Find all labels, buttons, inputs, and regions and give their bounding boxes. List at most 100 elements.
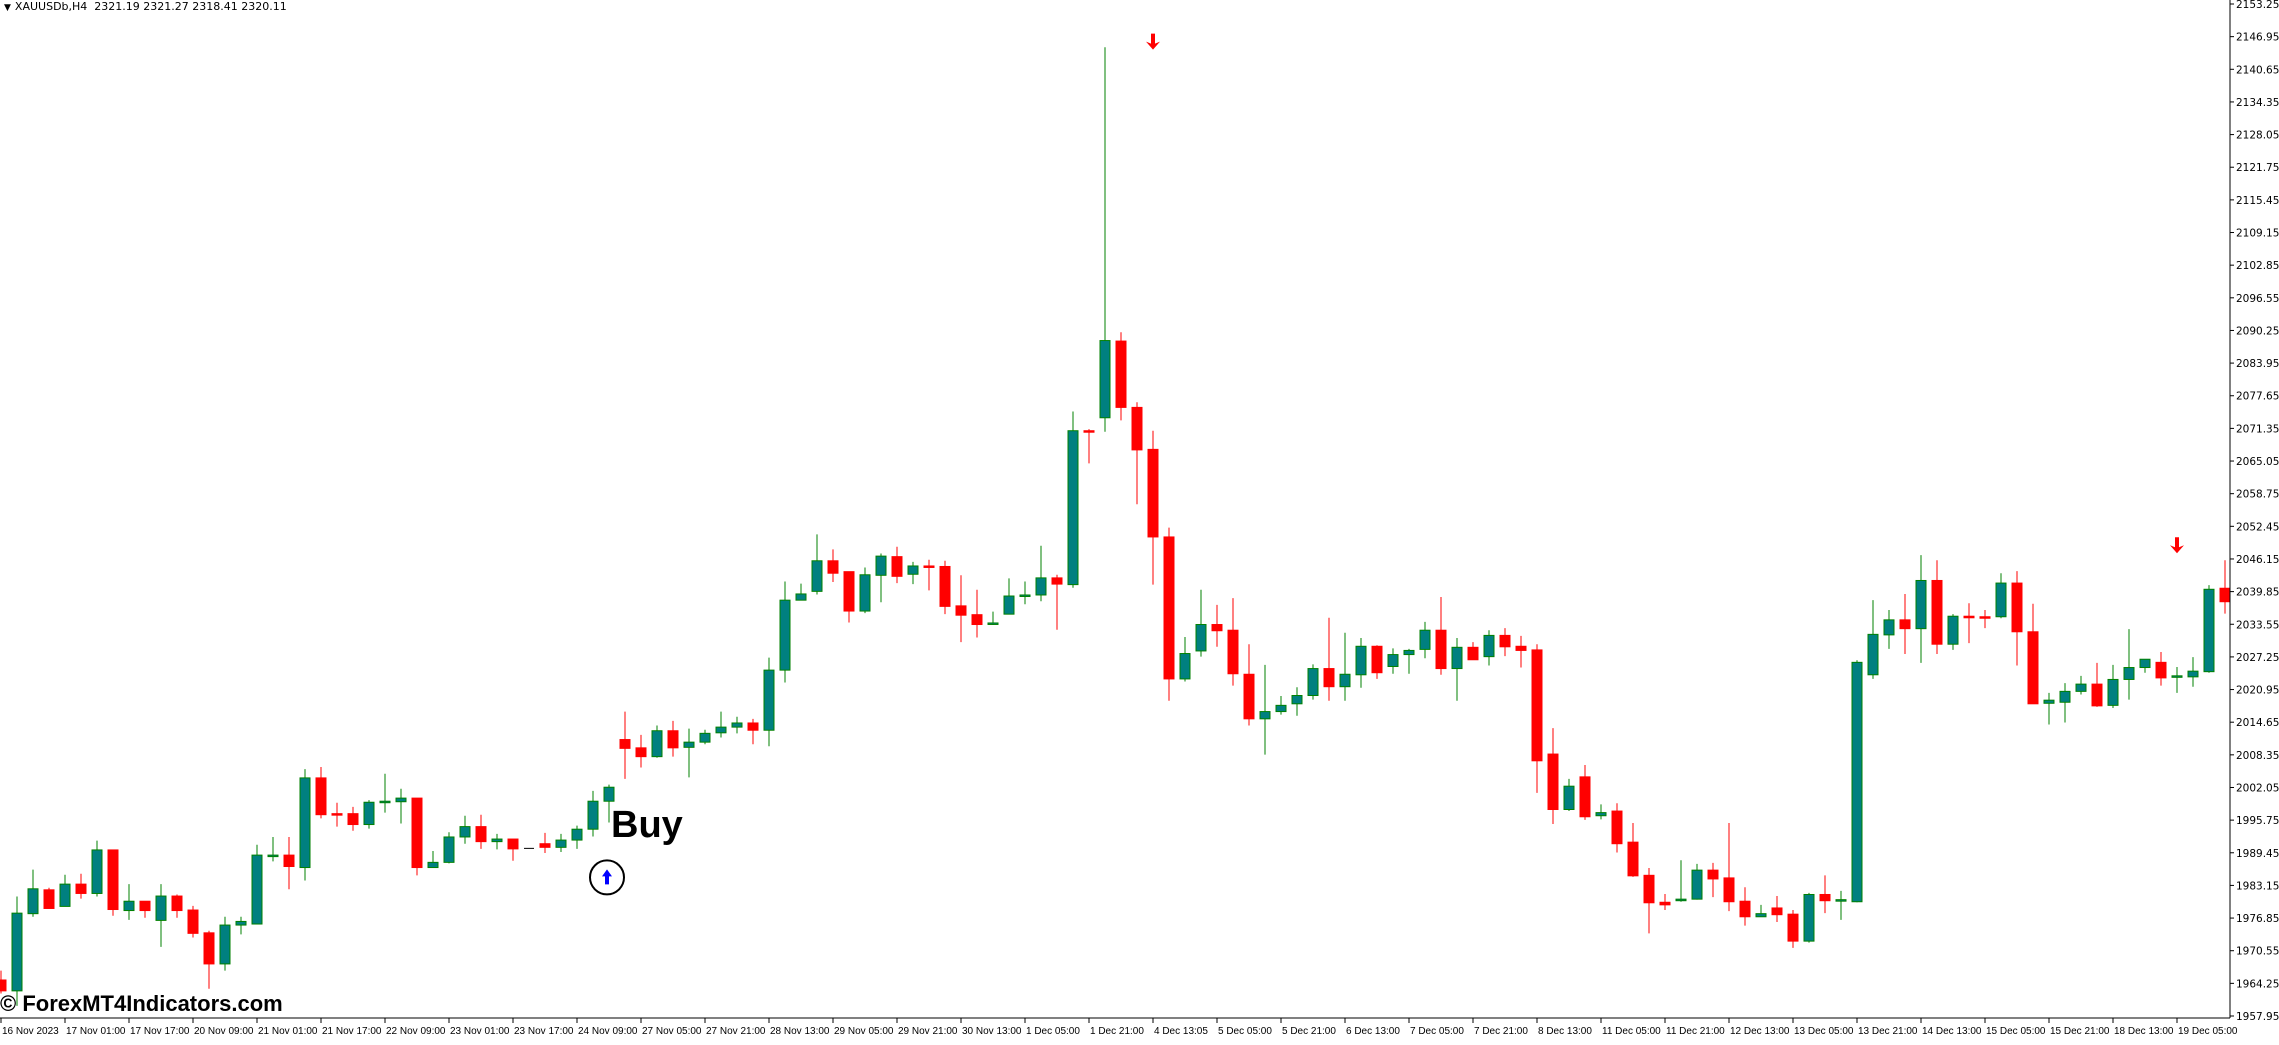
price-tick-label: 2046.15 bbox=[2236, 554, 2279, 566]
candle bbox=[379, 773, 391, 813]
price-tick-label: 2140.65 bbox=[2236, 64, 2279, 76]
time-tick-label: 21 Nov 17:00 bbox=[322, 1026, 382, 1037]
candle bbox=[1083, 429, 1095, 464]
candle-body bbox=[1867, 633, 1879, 676]
buy-arrow-icon bbox=[602, 869, 612, 885]
time-tick-label: 22 Nov 09:00 bbox=[386, 1026, 446, 1037]
candle-body bbox=[1563, 785, 1575, 811]
candle-body bbox=[1339, 673, 1351, 688]
candle bbox=[1147, 430, 1159, 585]
time-tick-label: 21 Nov 01:00 bbox=[258, 1026, 318, 1037]
candle bbox=[299, 769, 311, 881]
candle bbox=[987, 611, 999, 626]
candle-body bbox=[1259, 711, 1271, 720]
candle bbox=[2107, 664, 2119, 708]
candle-body bbox=[1019, 594, 1031, 597]
candle-body bbox=[1243, 673, 1255, 720]
candle-body bbox=[1627, 841, 1639, 877]
candle bbox=[155, 884, 167, 947]
price-axis[interactable]: 2153.25 2146.95 2140.65 2134.35 2128.05 2121.… bbox=[2230, 0, 2279, 1023]
candle bbox=[363, 800, 375, 829]
candle-body bbox=[651, 730, 663, 758]
dropdown-triangle-icon[interactable]: ▼ bbox=[4, 3, 11, 13]
candle-body bbox=[763, 669, 775, 731]
candle-body bbox=[1115, 340, 1127, 408]
time-tick-label: 17 Nov 01:00 bbox=[66, 1026, 126, 1037]
candle-body bbox=[2011, 582, 2023, 633]
candle-body bbox=[219, 924, 231, 965]
candle bbox=[267, 836, 279, 862]
candle bbox=[1195, 589, 1207, 657]
candle-body bbox=[987, 622, 999, 625]
candle bbox=[203, 930, 215, 989]
candle bbox=[763, 657, 775, 747]
candle bbox=[1963, 603, 1975, 644]
candle-body bbox=[1163, 536, 1175, 680]
candle-body bbox=[1595, 812, 1607, 817]
candle-body bbox=[2155, 661, 2167, 679]
price-tick-label: 2102.85 bbox=[2236, 260, 2279, 272]
candle-body bbox=[1531, 649, 1543, 762]
candle bbox=[635, 734, 647, 768]
chart-header: ▼ XAUUSDb,H4 2321.19 2321.27 2318.41 2320… bbox=[4, 0, 287, 13]
candle bbox=[1115, 332, 1127, 421]
time-tick-label: 12 Dec 13:00 bbox=[1730, 1026, 1790, 1037]
candle bbox=[75, 873, 87, 899]
candle-body bbox=[11, 912, 23, 992]
candle-body bbox=[1723, 877, 1735, 903]
candle-body bbox=[1467, 646, 1479, 661]
price-tick-label: 1983.15 bbox=[2236, 880, 2279, 892]
price-tick-label: 2109.15 bbox=[2236, 228, 2279, 240]
candle bbox=[2059, 683, 2071, 723]
price-tick-label: 2083.95 bbox=[2236, 358, 2279, 370]
candle bbox=[1307, 664, 1319, 700]
price-tick-label: 2128.05 bbox=[2236, 130, 2279, 142]
price-tick-label: 1989.45 bbox=[2236, 848, 2279, 860]
candle-body bbox=[283, 854, 295, 868]
candle-body bbox=[27, 888, 39, 915]
price-tick-label: 2153.25 bbox=[2236, 0, 2279, 11]
candle-body bbox=[1819, 893, 1831, 902]
candle-body bbox=[875, 555, 887, 576]
price-tick-label: 1970.55 bbox=[2236, 946, 2279, 958]
candle bbox=[1787, 910, 1799, 948]
price-tick-label: 2077.65 bbox=[2236, 391, 2279, 403]
time-axis[interactable]: 16 Nov 2023 17 Nov 01:00 17 Nov 17:00 20 No… bbox=[0, 1018, 2238, 1037]
candle-body bbox=[1291, 695, 1303, 705]
time-tick-label: 4 Dec 13:05 bbox=[1154, 1026, 1208, 1037]
candle bbox=[43, 887, 55, 909]
candle bbox=[1355, 637, 1367, 688]
candle-body bbox=[795, 593, 807, 601]
candle-body bbox=[1803, 893, 1815, 942]
candle-body bbox=[1931, 579, 1943, 645]
time-tick-label: 7 Dec 21:00 bbox=[1474, 1026, 1528, 1037]
candle bbox=[651, 725, 663, 758]
candle-body bbox=[1227, 629, 1239, 675]
candle-body bbox=[891, 556, 903, 577]
candle-body bbox=[155, 895, 167, 921]
candle-body bbox=[1883, 619, 1895, 636]
candle bbox=[747, 718, 759, 745]
time-tick-label: 29 Nov 05:00 bbox=[834, 1026, 894, 1037]
signals-layer bbox=[589, 33, 2184, 896]
candle-body bbox=[1179, 653, 1191, 680]
candle bbox=[2091, 662, 2103, 707]
candle-body bbox=[1515, 645, 1527, 651]
candle-body bbox=[1147, 448, 1159, 538]
time-tick-label: 13 Dec 21:00 bbox=[1858, 1026, 1918, 1037]
candle bbox=[1675, 860, 1687, 902]
candle-body bbox=[1035, 577, 1047, 596]
candle-body bbox=[1579, 776, 1591, 818]
candle bbox=[475, 814, 487, 849]
candle bbox=[955, 575, 967, 643]
candle-body bbox=[683, 741, 695, 748]
candle-body bbox=[331, 813, 343, 816]
candle bbox=[859, 567, 871, 614]
candle bbox=[123, 884, 135, 920]
time-tick-label: 8 Dec 13:00 bbox=[1538, 1026, 1592, 1037]
time-tick-label: 18 Dec 13:00 bbox=[2114, 1026, 2174, 1037]
candle-body bbox=[1099, 340, 1111, 419]
time-tick-label: 11 Dec 21:00 bbox=[1666, 1026, 1725, 1037]
candle-body bbox=[971, 614, 983, 626]
